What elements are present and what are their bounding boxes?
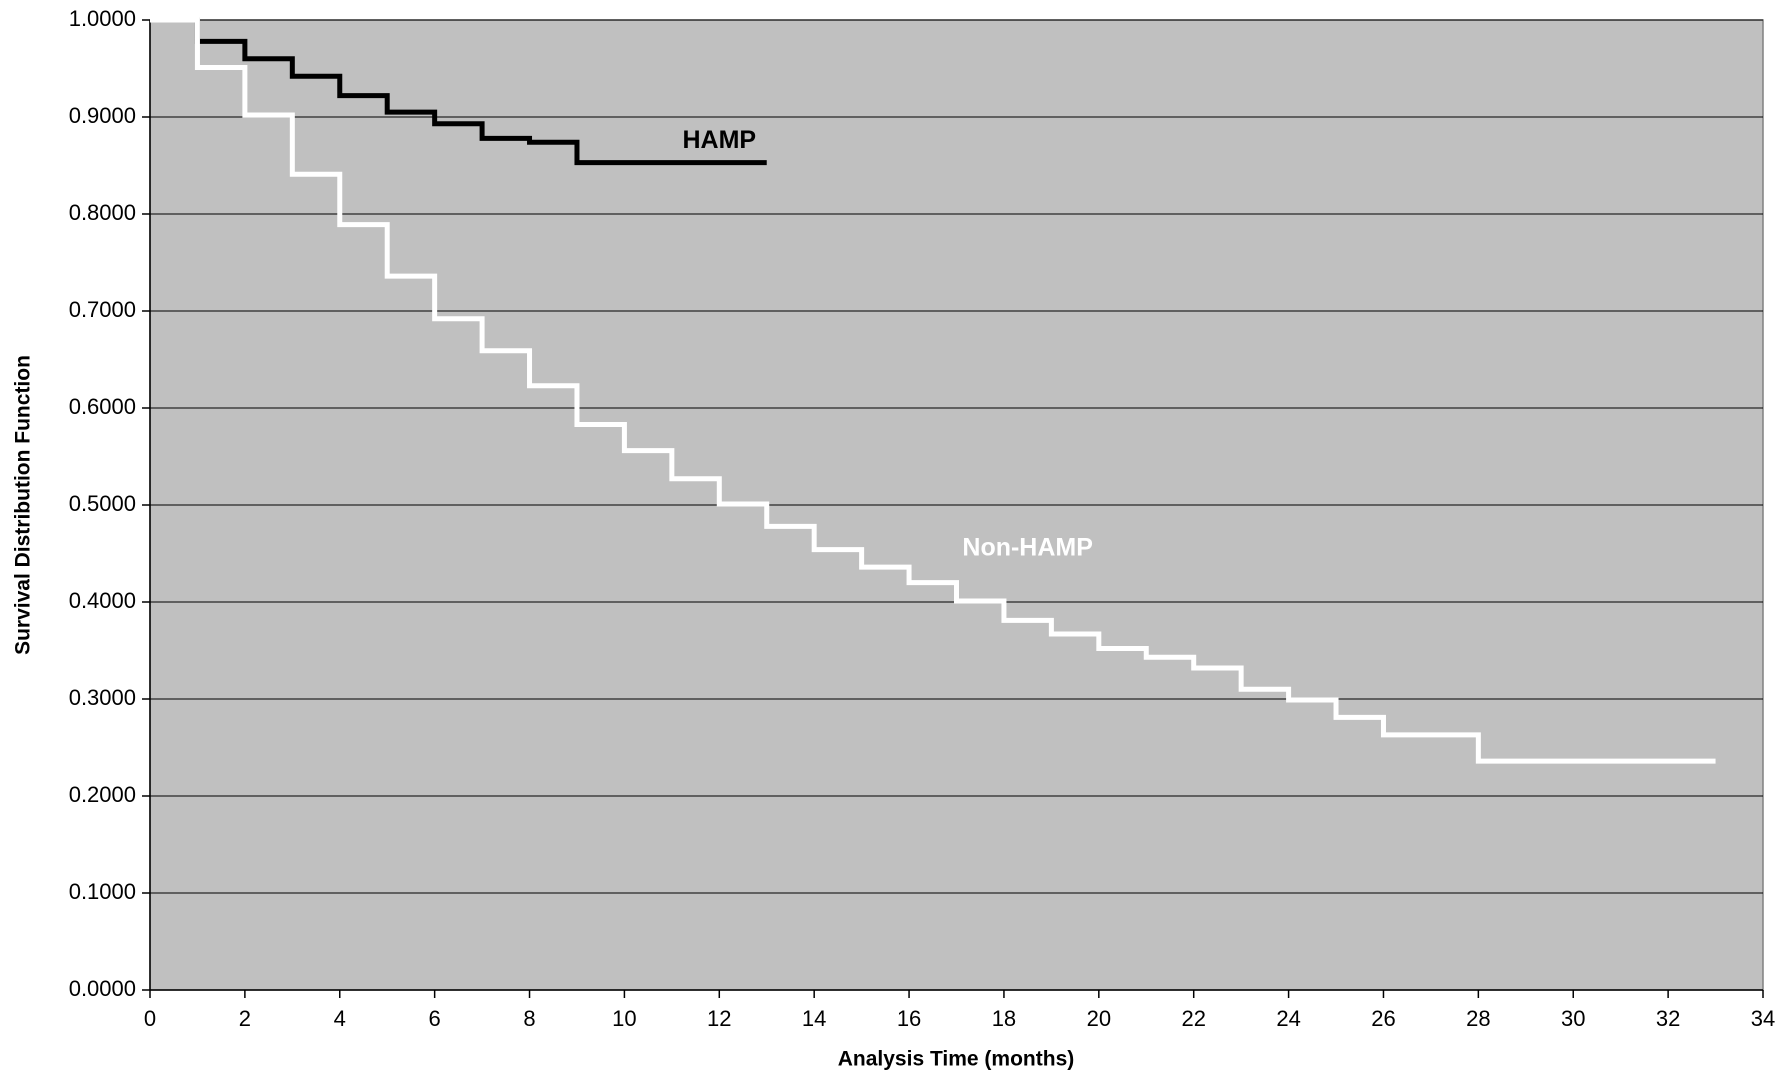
series-label: Non-HAMP [962, 533, 1093, 561]
x-tick-label: 14 [802, 1006, 826, 1031]
x-tick-label: 18 [992, 1006, 1016, 1031]
x-tick-label: 24 [1276, 1006, 1300, 1031]
x-tick-label: 4 [334, 1006, 346, 1031]
x-tick-label: 12 [707, 1006, 731, 1031]
x-tick-label: 30 [1561, 1006, 1585, 1031]
x-tick-label: 10 [612, 1006, 636, 1031]
x-tick-label: 16 [897, 1006, 921, 1031]
y-tick-label: 1.0000 [69, 6, 136, 31]
y-axis-title: Survival Distribution Function [12, 355, 35, 655]
y-tick-label: 0.7000 [69, 297, 136, 322]
survival-curve [150, 17, 767, 166]
x-tick-label: 32 [1656, 1006, 1680, 1031]
x-axis-title: Analysis Time (months) [838, 1048, 1075, 1071]
x-tick-label: 34 [1751, 1006, 1775, 1031]
x-tick-label: 28 [1466, 1006, 1490, 1031]
x-tick-label: 8 [523, 1006, 535, 1031]
y-tick-label: 0.0000 [69, 976, 136, 1001]
y-tick-label: 0.5000 [69, 491, 136, 516]
x-tick-label: 6 [429, 1006, 441, 1031]
x-tick-label: 20 [1087, 1006, 1111, 1031]
y-tick-label: 0.9000 [69, 103, 136, 128]
y-tick-label: 0.1000 [69, 879, 136, 904]
x-tick-label: 26 [1371, 1006, 1395, 1031]
x-tick-label: 0 [144, 1006, 156, 1031]
y-tick-label: 0.4000 [69, 588, 136, 613]
y-tick-label: 0.6000 [69, 394, 136, 419]
y-tick-label: 0.8000 [69, 200, 136, 225]
series-label: HAMP [682, 126, 756, 154]
survival-curve [150, 17, 1716, 764]
x-tick-label: 2 [239, 1006, 251, 1031]
y-tick-label: 0.2000 [69, 782, 136, 807]
x-tick-label: 22 [1181, 1006, 1205, 1031]
y-tick-label: 0.3000 [69, 685, 136, 710]
